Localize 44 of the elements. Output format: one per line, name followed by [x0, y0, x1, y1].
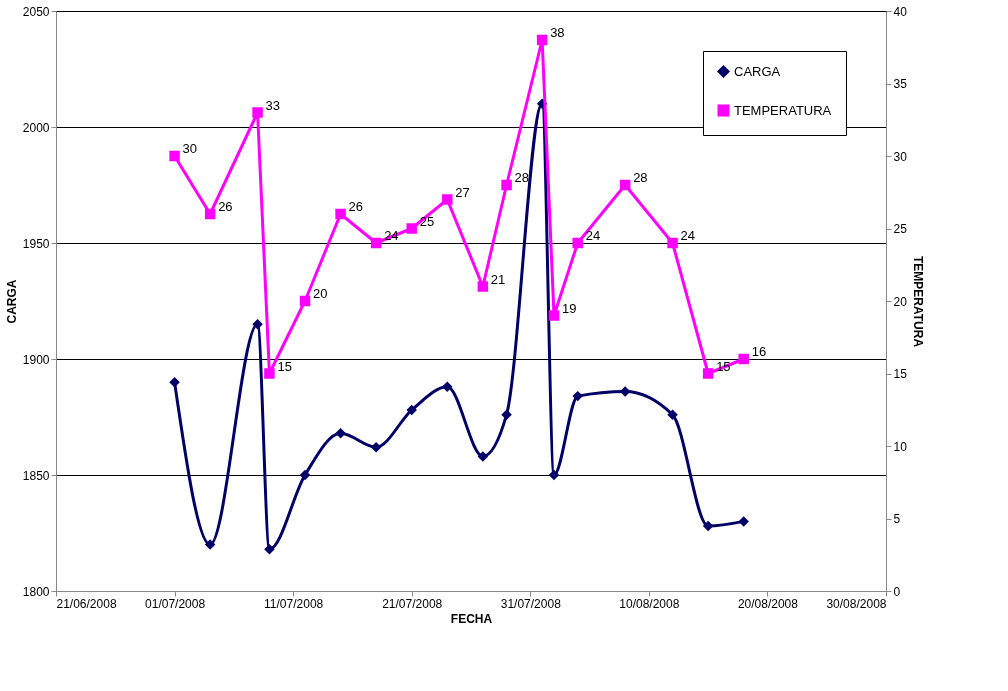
y-tick-label: 1800 — [22, 584, 50, 599]
x-tick-label: 30/08/2008 — [826, 596, 887, 611]
y2-tick-label: 30 — [893, 149, 908, 164]
y2-tick-label: 35 — [893, 77, 908, 91]
x-tick-label: 21/07/2008 — [382, 596, 443, 611]
y2-tick-label: 10 — [893, 439, 908, 454]
y-tick-label: 1850 — [22, 468, 50, 483]
x-tick-label: 31/07/2008 — [500, 596, 562, 611]
data-label: 33 — [265, 97, 281, 113]
legend-label: CARGA — [734, 63, 781, 79]
x-tick-label: 21/06/2008 — [56, 596, 117, 611]
x-tick-label: 10/08/2008 — [619, 596, 680, 611]
y2-tick-label: 25 — [893, 222, 908, 236]
y2-tick-label: 0 — [893, 584, 901, 599]
data-label: 19 — [562, 300, 577, 316]
y2-axis-title: TEMPERATURA — [910, 255, 925, 348]
y2-tick-label: 15 — [893, 367, 908, 381]
data-label: 25 — [419, 213, 435, 229]
data-label: 26 — [218, 199, 233, 214]
data-label: 24 — [680, 228, 696, 243]
data-label: 30 — [182, 141, 198, 156]
data-label: 15 — [277, 358, 292, 374]
data-label: 38 — [550, 25, 565, 40]
x-tick-label: 11/07/2008 — [264, 596, 324, 611]
data-label: 24 — [585, 228, 601, 243]
data-label: 28 — [633, 170, 648, 185]
data-label: 26 — [348, 199, 364, 214]
data-label: 16 — [751, 344, 767, 359]
y2-tick-label: 40 — [893, 4, 908, 19]
data-label: 27 — [455, 184, 470, 200]
y-axis-title: CARGA — [4, 279, 19, 324]
x-tick-label: 20/08/2008 — [737, 596, 799, 611]
data-label: 20 — [313, 286, 328, 301]
y-tick-label: 2050 — [22, 4, 50, 19]
data-label: 28 — [514, 170, 530, 185]
legend-label: TEMPERATURA — [734, 102, 832, 118]
x-tick-label: 01/07/2008 — [145, 596, 206, 611]
y-tick-label: 1950 — [22, 236, 50, 251]
data-label: 21 — [490, 271, 506, 287]
y-tick-label: 1900 — [22, 352, 50, 367]
y-tick-label: 2000 — [22, 120, 50, 135]
x-axis-title: FECHA — [450, 611, 493, 626]
y2-tick-label: 5 — [893, 512, 901, 526]
y2-tick-label: 20 — [893, 294, 908, 309]
